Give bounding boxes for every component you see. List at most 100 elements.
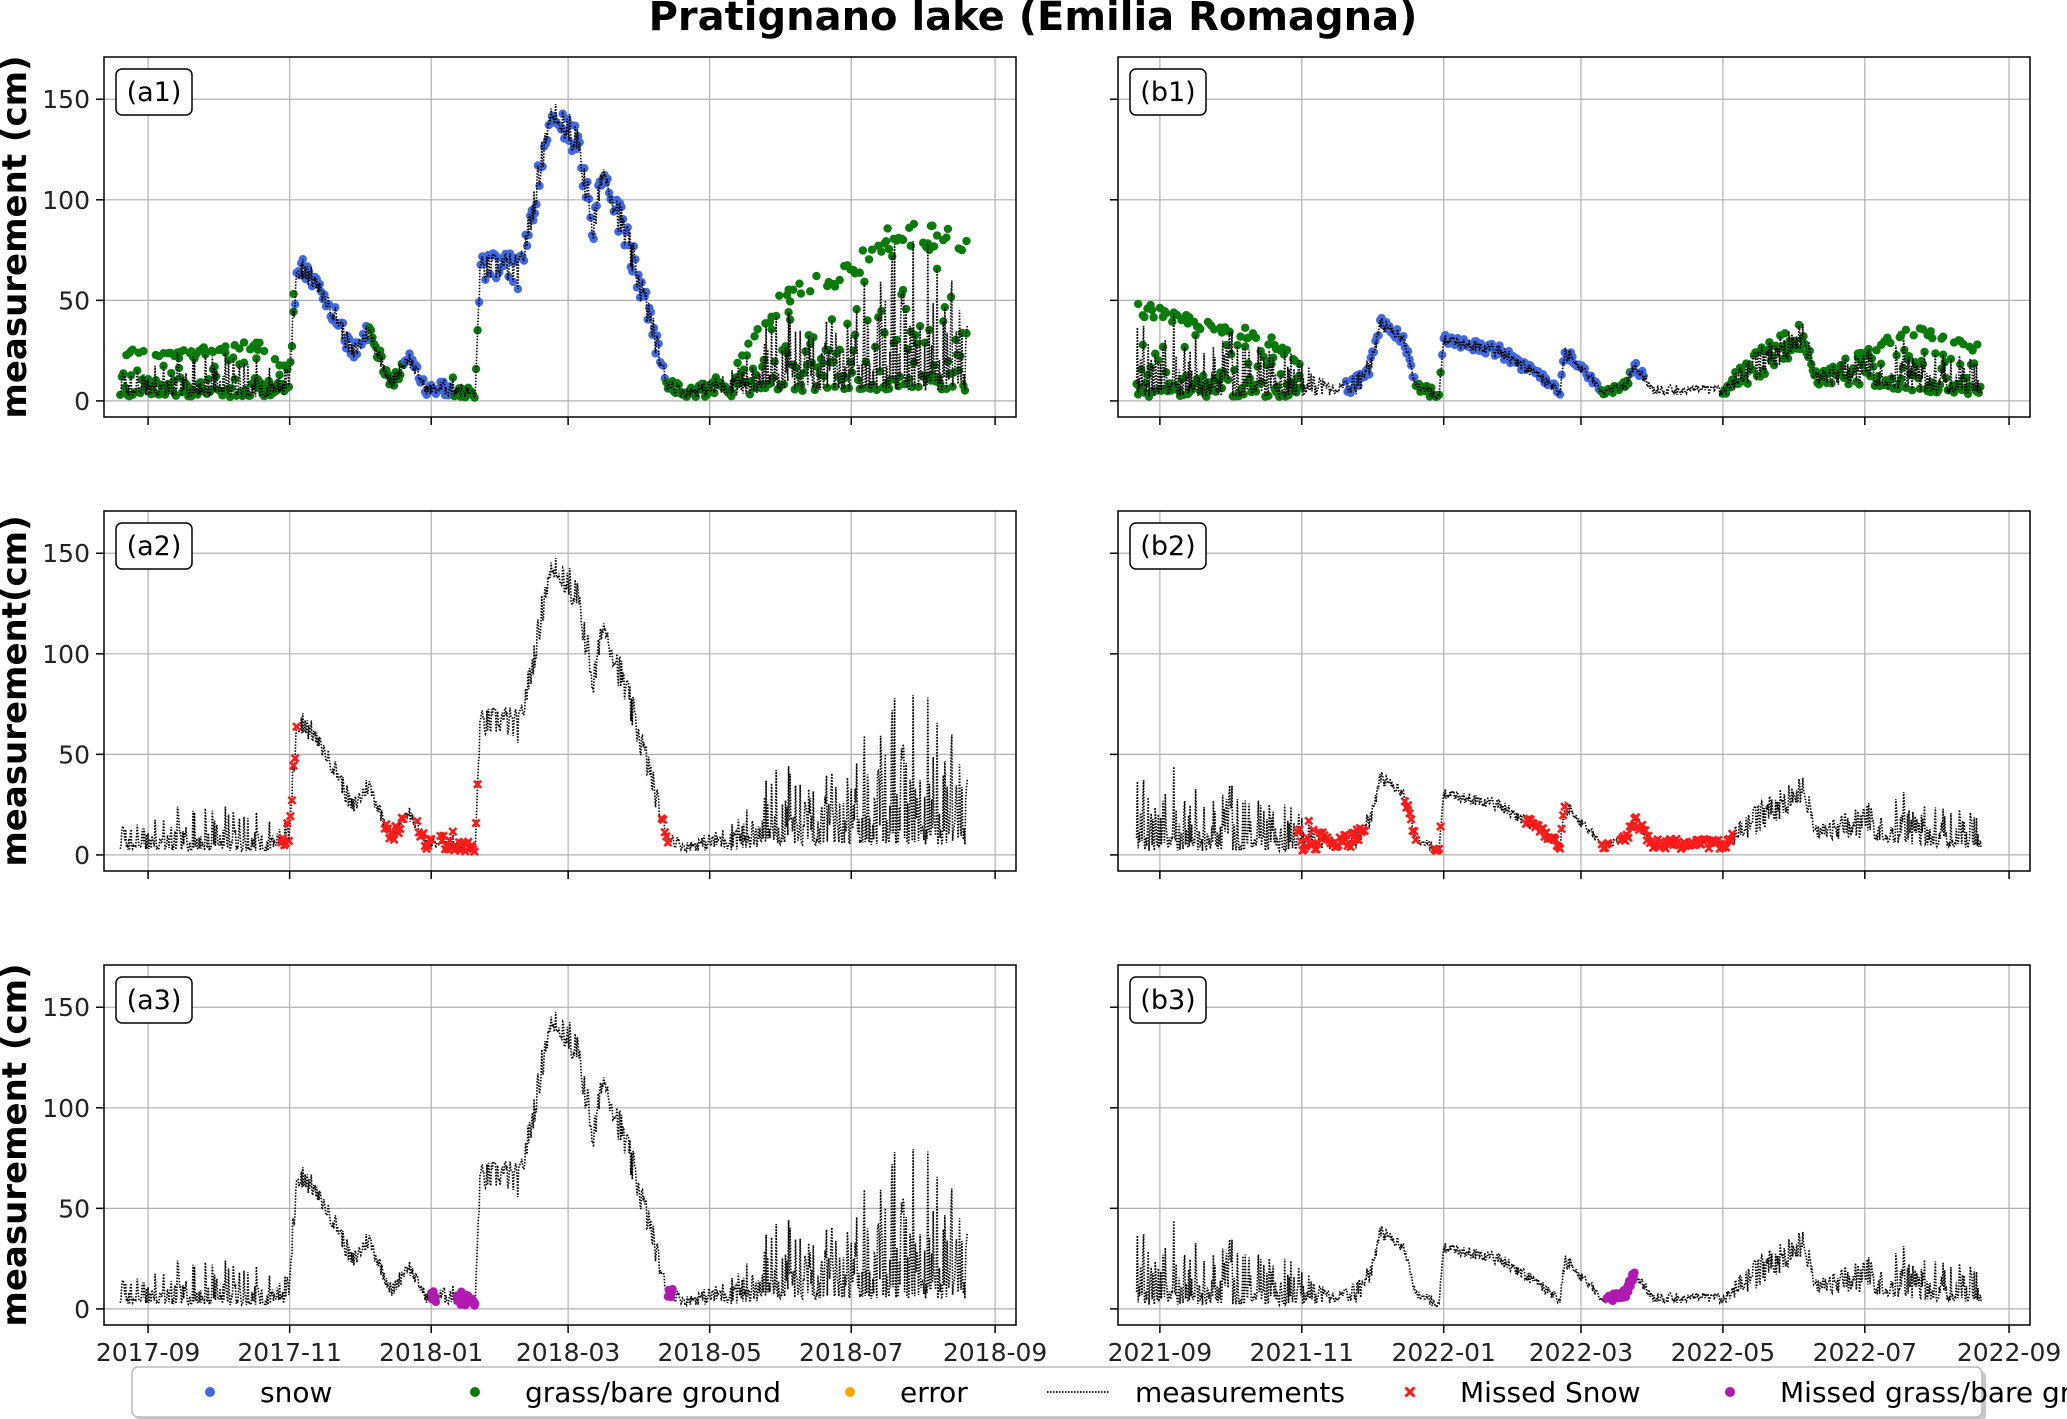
grass-point: [829, 357, 838, 366]
snow-point: [589, 234, 598, 244]
grass-point: [1436, 368, 1445, 377]
grass-point: [289, 289, 298, 299]
grass-point: [898, 285, 908, 295]
grass-point: [883, 224, 892, 233]
x-tick-label: 2018-03: [516, 1338, 620, 1367]
grass-point: [1780, 329, 1790, 338]
grass-point: [1973, 340, 1982, 349]
grass-point: [1196, 324, 1205, 334]
plot-area: [1135, 766, 1982, 856]
grass-point: [753, 324, 762, 334]
grid: [1118, 965, 2030, 1325]
y-tick-label: 50: [58, 286, 90, 315]
missed-snow-point: [1560, 802, 1570, 812]
measurements-line: [1135, 1220, 1982, 1308]
grass-point: [1151, 349, 1160, 358]
grass-point: [852, 305, 861, 314]
grass-point: [1149, 313, 1158, 322]
y-tick-label: 100: [42, 1094, 90, 1123]
snow-point: [1406, 361, 1416, 370]
grass-point: [1264, 340, 1273, 349]
panel-a3: 2017-09 2017-11 2018-01 2018-03 2018-05 2018-…: [0, 963, 1047, 1367]
grass-point: [1909, 331, 1918, 340]
grass-point: [1886, 338, 1895, 348]
grass-point: [1251, 333, 1261, 343]
panel-label-text: (a2): [127, 531, 182, 562]
grass-point: [799, 368, 809, 378]
snow-point: [439, 377, 448, 387]
grass-point: [1769, 360, 1779, 370]
grass-point: [906, 241, 915, 251]
grass-point: [858, 246, 868, 255]
grass-point: [470, 393, 479, 402]
grass-point: [795, 279, 804, 288]
grass-point: [823, 383, 832, 392]
grass-point: [789, 285, 798, 294]
missed-grass-point: [431, 1297, 441, 1307]
grass-point: [796, 289, 806, 298]
y-tick-label: 0: [74, 841, 90, 870]
grass-point: [1133, 299, 1143, 309]
grass-point: [775, 291, 784, 300]
plot-area: [1132, 299, 1985, 401]
missed-snow-point: [292, 722, 302, 732]
snow-point: [1392, 325, 1402, 334]
legend-label: grass/bare ground: [525, 1376, 781, 1409]
legend-label: Missed grass/bare ground: [1780, 1376, 2067, 1409]
legend-label: error: [900, 1376, 968, 1409]
grass-point: [957, 245, 967, 255]
grass-point: [785, 297, 795, 306]
grass-point: [1827, 379, 1836, 388]
legend-marker: [845, 1387, 855, 1397]
grass-point: [928, 221, 937, 230]
plot-area: [119, 557, 969, 857]
grass-point: [920, 338, 929, 347]
missed-snow-point: [1411, 835, 1421, 845]
grass-point: [772, 311, 781, 321]
snow-point: [509, 277, 518, 287]
y-tick-label: 50: [58, 1194, 90, 1223]
panel-label: (b3): [1129, 976, 1207, 1024]
x-tick-label: 2022-01: [1391, 1338, 1495, 1367]
overlay-markers: [1132, 299, 1985, 401]
panel-b3: 2021-09 2021-11 2022-01 2022-03 2022-05 2022-…: [1108, 964, 2061, 1367]
x-tick-label: 2018-09: [943, 1338, 1047, 1367]
x-tick-label: 2017-09: [96, 1338, 200, 1367]
x-tick-label: 2022-05: [1671, 1338, 1775, 1367]
grass-point: [871, 342, 880, 352]
grass-point: [1892, 351, 1901, 360]
x-tick-label: 2018-05: [657, 1338, 761, 1367]
overlay-markers: [116, 109, 971, 402]
legend-marker: [470, 1387, 480, 1397]
panel-b1: (b1): [1110, 56, 2031, 425]
grass-point: [221, 342, 230, 351]
grass-point: [819, 372, 829, 381]
plot-area: [119, 1011, 969, 1310]
snow-point: [474, 297, 484, 307]
grass-point: [126, 371, 136, 380]
x-tick-label: 2022-03: [1529, 1338, 1633, 1367]
grass-point: [745, 390, 755, 399]
grass-point: [733, 358, 742, 368]
y-tick-label: 150: [42, 993, 90, 1022]
missed-grass-point: [1630, 1268, 1639, 1277]
measurements-line: [119, 1011, 969, 1309]
panel-label-box: [115, 68, 193, 116]
grass-point: [1199, 371, 1208, 380]
grass-point: [1876, 359, 1886, 368]
y-axis-label: measurement (cm): [0, 55, 35, 418]
x-tick-label: 2017-11: [237, 1338, 341, 1367]
grass-point: [744, 339, 753, 348]
grass-point: [1140, 312, 1149, 322]
snow-point: [1403, 347, 1413, 356]
snow-point: [499, 261, 509, 271]
grass-point: [1904, 352, 1914, 361]
y-axis-label: measurement (cm): [0, 963, 35, 1326]
snow-point: [654, 339, 663, 348]
grass-point: [835, 345, 844, 354]
grass-point: [1901, 325, 1911, 335]
grass-point: [239, 338, 249, 347]
grass-point: [932, 231, 942, 240]
